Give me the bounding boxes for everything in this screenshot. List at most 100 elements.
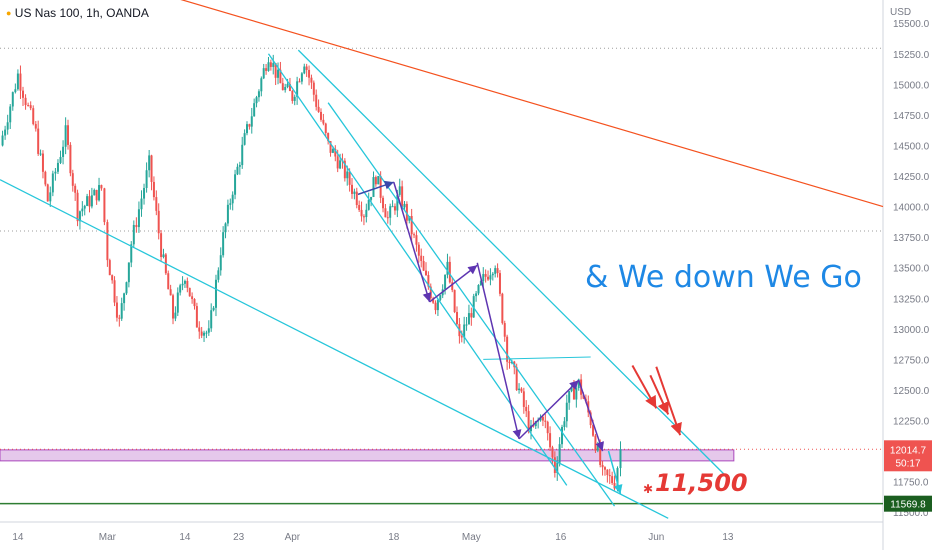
candle-body <box>195 306 198 328</box>
candle-body <box>496 268 499 274</box>
candle-body <box>372 177 375 197</box>
candle-body <box>501 293 504 324</box>
x-tick-label: May <box>462 532 481 543</box>
candle-body <box>81 208 84 212</box>
candle-body <box>408 216 411 221</box>
candle-body <box>308 69 311 78</box>
candle-body <box>246 124 249 134</box>
candle-body <box>115 302 118 318</box>
x-tick-label: 23 <box>233 532 245 543</box>
candle-body <box>565 402 568 422</box>
candle-body <box>74 185 77 193</box>
candle-body <box>355 191 358 206</box>
candle-body <box>22 90 25 98</box>
candle-body <box>360 209 363 217</box>
candle-body <box>95 189 98 201</box>
x-tick-label: Apr <box>285 532 301 543</box>
purple-arrow-down-2 <box>476 262 522 440</box>
candle-body <box>150 155 153 182</box>
y-tick-label: 13500.0 <box>893 264 930 275</box>
candle-body <box>222 232 225 256</box>
candle-body <box>503 323 506 337</box>
candle-body <box>401 186 404 208</box>
candle-body <box>582 394 585 399</box>
candle-body <box>1 135 4 146</box>
chart-title: ● US Nas 100, 1h, OANDA <box>6 6 149 20</box>
candle-body <box>346 171 349 179</box>
candle-body <box>100 185 103 189</box>
candle-body <box>24 97 27 106</box>
candle-body <box>162 254 165 258</box>
candle-body <box>558 444 561 463</box>
candle-body <box>529 425 532 432</box>
candle-body <box>32 108 35 125</box>
candle-body <box>219 255 222 271</box>
x-tick-label: 18 <box>388 532 400 543</box>
candle-body <box>393 206 396 211</box>
candle-body <box>64 125 67 147</box>
candle-body <box>589 412 592 426</box>
candle-body <box>331 148 334 153</box>
candle-body <box>324 123 327 134</box>
trend-lines <box>0 0 884 519</box>
candle-body <box>16 73 19 90</box>
last-price-badge <box>884 440 932 472</box>
candle-body <box>303 66 306 74</box>
y-tick-label: 13250.0 <box>893 294 930 305</box>
candle-body <box>135 224 138 228</box>
candle-body <box>255 97 258 104</box>
y-tick-label: 14000.0 <box>893 203 930 214</box>
candle-body <box>212 307 215 311</box>
candle-body <box>436 299 439 311</box>
candle-body <box>157 210 160 234</box>
candle-body <box>370 196 373 200</box>
candle-body <box>367 199 370 210</box>
candle-body <box>596 445 599 451</box>
y-tick-label: 15250.0 <box>893 50 930 61</box>
candle-body <box>329 141 332 153</box>
candle-body <box>541 416 544 421</box>
candle-body <box>439 295 442 300</box>
candle-body <box>592 425 595 436</box>
candle-body <box>44 171 47 185</box>
blue-arrow <box>357 180 395 196</box>
candle-body <box>413 234 416 236</box>
candle-body <box>572 386 575 400</box>
candle-body <box>482 274 485 281</box>
x-tick-label: 14 <box>179 532 191 543</box>
candle-body <box>111 275 114 281</box>
candle-body <box>193 299 196 307</box>
candle-body <box>260 78 263 92</box>
demand-zone <box>0 449 735 462</box>
target-marker-icon: ✱ <box>643 482 653 496</box>
candle-body <box>217 270 220 280</box>
candle-body <box>446 261 449 275</box>
candle-body <box>83 205 86 209</box>
candle-body <box>67 125 70 145</box>
x-tick-label: Jun <box>648 532 664 543</box>
candle-body <box>389 206 392 218</box>
candle-body <box>606 469 609 476</box>
x-tick-label: Mar <box>99 532 117 543</box>
candle-body <box>386 217 389 219</box>
candle-body <box>327 133 330 142</box>
candle-body <box>508 361 511 364</box>
y-tick-label: 12500.0 <box>893 386 930 397</box>
candle-body <box>410 216 413 235</box>
candle-body <box>518 388 521 391</box>
candle-body <box>312 82 315 95</box>
candle-body <box>506 336 509 362</box>
candle-body <box>167 273 170 290</box>
candle-body <box>205 332 208 334</box>
candle-body <box>169 289 172 296</box>
candle-body <box>76 192 79 222</box>
candle-body <box>210 310 213 329</box>
candle-body <box>619 449 622 469</box>
candle-body <box>172 295 175 319</box>
candle-body <box>130 244 133 263</box>
candle-body <box>491 273 494 276</box>
candle-body <box>174 312 177 319</box>
candle-body <box>143 187 146 199</box>
candle-body <box>137 209 140 228</box>
